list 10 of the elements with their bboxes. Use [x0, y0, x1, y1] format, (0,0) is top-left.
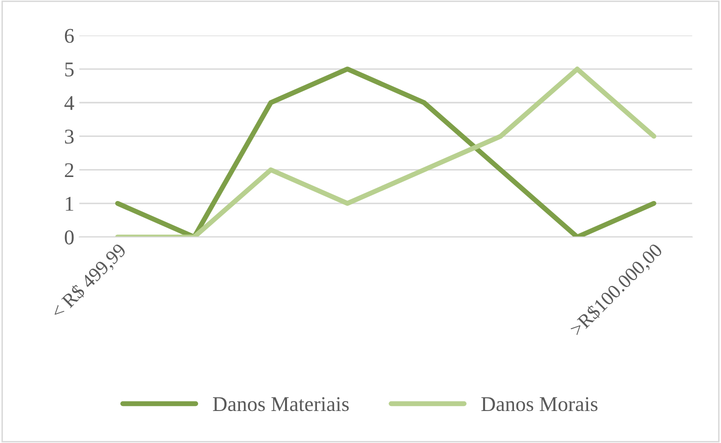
y-tick-label: 6 — [64, 28, 74, 43]
y-tick-label: 2 — [64, 163, 74, 178]
legend-label: Danos Materiais — [212, 397, 349, 412]
y-tick-label: 4 — [64, 96, 74, 110]
line-series — [115, 66, 656, 238]
y-tick-label: 3 — [65, 130, 74, 144]
y-tick-label: 0 — [64, 230, 74, 244]
legend-label: Danos Morais — [481, 397, 598, 412]
y-tick-label: 5 — [65, 62, 74, 76]
y-tick-label: 1 — [66, 196, 74, 211]
